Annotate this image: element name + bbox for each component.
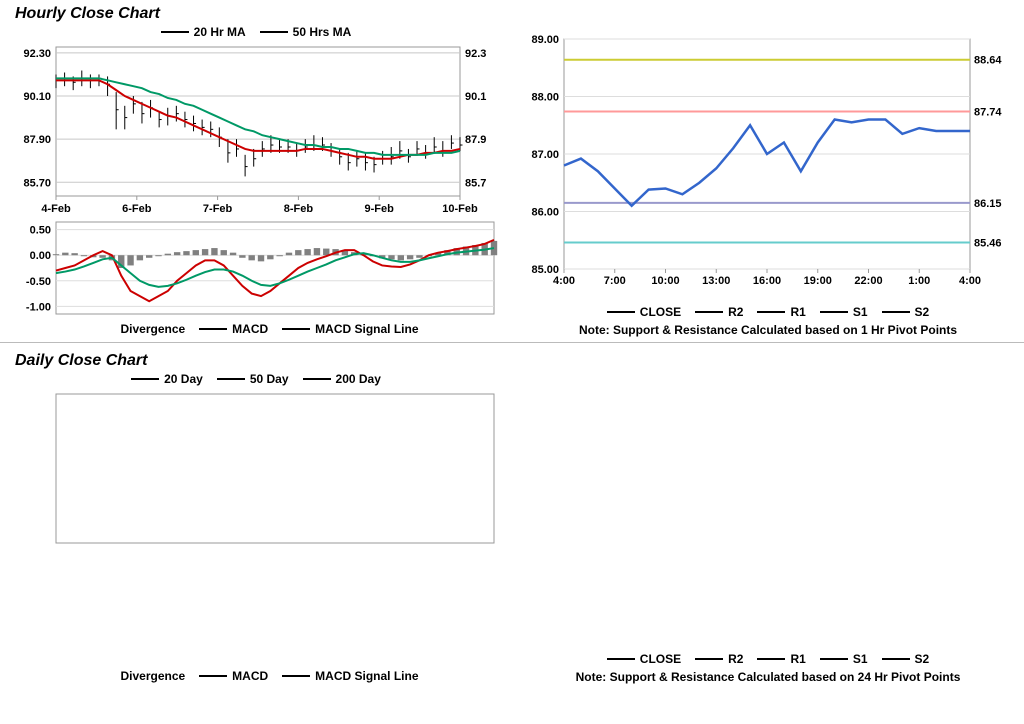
svg-text:10-Feb: 10-Feb	[442, 203, 478, 215]
svg-text:13:00: 13:00	[702, 275, 730, 287]
legend-label: S1	[853, 305, 868, 319]
svg-text:8-Feb: 8-Feb	[284, 203, 314, 215]
svg-text:19:00: 19:00	[804, 275, 832, 287]
svg-text:4:00: 4:00	[553, 275, 575, 287]
svg-text:22:00: 22:00	[854, 275, 882, 287]
hourly-macd-chart: -1.00 -0.50 0.00 0.50	[8, 220, 504, 320]
legend-label: MACD Signal Line	[315, 322, 418, 336]
svg-text:7:00: 7:00	[604, 275, 626, 287]
svg-text:86.15: 86.15	[974, 198, 1002, 210]
legend-label: R1	[790, 652, 805, 666]
svg-text:92.3: 92.3	[465, 48, 486, 60]
legend-label: 20 Day	[164, 372, 203, 386]
svg-text:88.00: 88.00	[531, 92, 559, 104]
hourly-price-chart: 85.70 87.90 90.10 92.30 85.7 87.9 90.1 92.3 4-Fe…	[8, 43, 504, 218]
svg-text:87.90: 87.90	[23, 134, 51, 146]
legend-label: Divergence	[120, 669, 185, 683]
legend-label: 50 Hrs MA	[293, 25, 352, 39]
hourly-ma-legend: 20 Hr MA 50 Hrs MA	[0, 23, 512, 41]
section-divider	[0, 342, 1024, 343]
svg-text:86.00: 86.00	[531, 207, 559, 219]
legend-label: S1	[853, 652, 868, 666]
svg-text:90.10: 90.10	[23, 91, 51, 103]
daily-sr-chart	[520, 380, 1016, 650]
legend-label: MACD Signal Line	[315, 669, 418, 683]
legend-label: MACD	[232, 669, 268, 683]
legend-label: 200 Day	[336, 372, 381, 386]
daily-price-chart	[8, 390, 504, 565]
svg-text:-1.00: -1.00	[26, 301, 51, 313]
legend-label: 20 Hr MA	[194, 25, 246, 39]
legend-label: S2	[915, 652, 930, 666]
hourly-sr-legend: CLOSE R2 R1 S1 S2	[512, 303, 1024, 321]
hourly-title: Hourly Close Chart	[0, 0, 1024, 23]
hourly-sr-note: Note: Support & Resistance Calculated ba…	[512, 321, 1024, 337]
svg-text:85.46: 85.46	[974, 238, 1002, 250]
svg-text:-0.50: -0.50	[26, 276, 51, 288]
svg-text:4:00: 4:00	[959, 275, 981, 287]
svg-text:90.1: 90.1	[465, 91, 486, 103]
svg-text:9-Feb: 9-Feb	[365, 203, 395, 215]
daily-sr-legend: CLOSE R2 R1 S1 S2	[512, 650, 1024, 668]
daily-title: Daily Close Chart	[0, 347, 1024, 370]
svg-text:85.7: 85.7	[465, 177, 486, 189]
daily-ma-legend: 20 Day 50 Day 200 Day	[0, 370, 512, 388]
legend-label: Divergence	[120, 322, 185, 336]
svg-text:87.9: 87.9	[465, 134, 486, 146]
svg-text:6-Feb: 6-Feb	[122, 203, 152, 215]
svg-text:88.64: 88.64	[974, 55, 1002, 67]
svg-text:85.70: 85.70	[23, 177, 51, 189]
svg-text:0.00: 0.00	[30, 250, 51, 262]
daily-macd-chart	[8, 567, 504, 667]
legend-label: R2	[728, 305, 743, 319]
svg-text:10:00: 10:00	[651, 275, 679, 287]
daily-macd-legend: Divergence MACD MACD Signal Line	[0, 667, 512, 685]
legend-label: MACD	[232, 322, 268, 336]
svg-text:87.74: 87.74	[974, 106, 1002, 118]
legend-label: 50 Day	[250, 372, 289, 386]
hourly-sr-chart: 85.0086.0087.0088.0089.004:007:0010:0013…	[520, 33, 1016, 303]
svg-text:87.00: 87.00	[531, 149, 559, 161]
daily-row: 20 Day 50 Day 200 Day Divergence MACD MA…	[0, 370, 1024, 685]
legend-label: CLOSE	[640, 652, 681, 666]
legend-label: CLOSE	[640, 305, 681, 319]
legend-label: R2	[728, 652, 743, 666]
svg-text:0.50: 0.50	[30, 225, 51, 237]
svg-text:16:00: 16:00	[753, 275, 781, 287]
legend-label: S2	[915, 305, 930, 319]
svg-text:1:00: 1:00	[908, 275, 930, 287]
hourly-macd-legend: Divergence MACD MACD Signal Line	[0, 320, 512, 338]
svg-text:89.00: 89.00	[531, 34, 559, 46]
svg-text:92.30: 92.30	[23, 48, 51, 60]
daily-sr-note: Note: Support & Resistance Calculated ba…	[512, 668, 1024, 684]
hourly-row: 20 Hr MA 50 Hrs MA 85.7087.9090.1092.308…	[0, 23, 1024, 338]
svg-text:7-Feb: 7-Feb	[203, 203, 233, 215]
legend-label: R1	[790, 305, 805, 319]
svg-text:4-Feb: 4-Feb	[41, 203, 71, 215]
